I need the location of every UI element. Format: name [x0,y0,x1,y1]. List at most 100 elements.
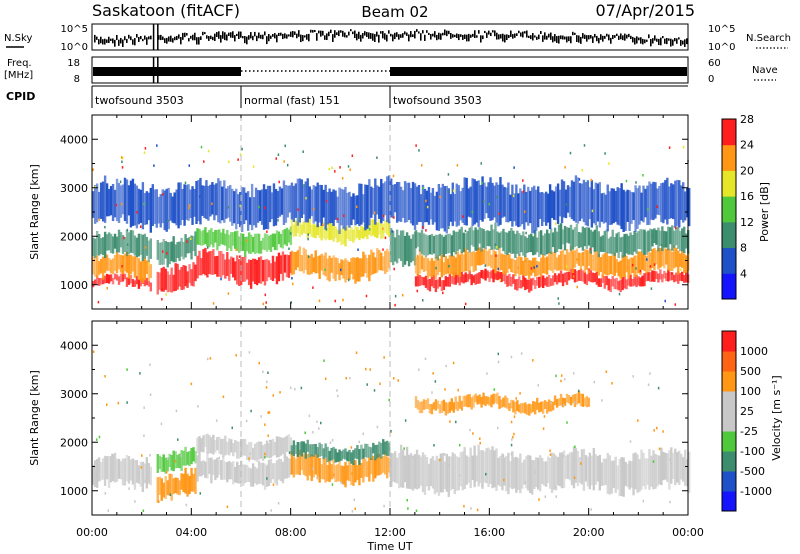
heatmap-cell [372,219,375,236]
heatmap-cell [393,451,397,483]
heatmap-cell [292,456,296,478]
beam-title: Beam 02 [361,3,428,21]
nsky-mark [532,33,534,41]
heatmap-cell [666,453,669,482]
heatmap-point [642,499,645,503]
heatmap-cell [681,271,684,282]
nsky-mark [482,35,484,40]
heatmap-point [569,151,572,155]
heatmap-point [560,379,562,383]
heatmap-cell [264,189,268,230]
heatmap-point [149,453,151,457]
nsky-mark [518,30,520,34]
heatmap-point [656,205,658,208]
nsky-mark [646,39,648,42]
heatmap-point [495,254,497,257]
heatmap-cell [220,251,223,278]
heatmap-point [212,435,214,439]
heatmap-cell [520,257,523,275]
heatmap-cell [441,452,445,493]
heatmap-cell [346,260,349,280]
nsky-trace [94,24,688,50]
colorbar-swatch [722,471,736,492]
y-tick-label: 1000 [60,485,88,498]
heatmap-cell [283,454,287,479]
heatmap-cell [320,444,323,456]
heatmap-cell [226,252,229,276]
nsky-mark [360,34,362,42]
heatmap-cell [448,233,451,254]
heatmap-cell [388,457,391,473]
heatmap-cell [579,253,583,271]
heatmap-cell [399,230,403,261]
heatmap-point [262,370,264,374]
heatmap-point [632,375,634,378]
heatmap-cell [526,237,529,253]
heatmap-cell [463,447,466,490]
heatmap-cell [628,460,631,490]
heatmap-cell [516,400,519,412]
nsky-mark [294,31,296,35]
heatmap-cell [502,228,505,252]
heatmap-cell [510,258,513,273]
heatmap-cell [350,464,353,486]
heatmap-cell [212,434,215,455]
heatmap-cell [119,461,123,480]
heatmap-cell [511,184,514,227]
heatmap-cell [462,254,465,273]
heatmap-point [662,430,664,433]
heatmap-cell [101,181,105,222]
heatmap-cell [464,248,467,272]
heatmap-cell [671,225,674,251]
heatmap-point [431,391,433,394]
heatmap-cell [472,230,475,247]
heatmap-cell [257,441,261,460]
heatmap-cell [236,441,239,459]
heatmap-cell [378,186,381,219]
heatmap-cell [474,227,477,251]
heatmap-cell [273,261,277,279]
heatmap-cell [289,226,293,246]
heatmap-cell [212,231,215,248]
heatmap-cell [407,182,411,220]
heatmap-cell [220,438,223,455]
heatmap-cell [621,255,624,277]
heatmap-cell [617,231,620,259]
nsky-mark [658,38,660,46]
heatmap-point [167,219,169,223]
heatmap-cell [194,467,197,494]
heatmap-cell [99,258,103,274]
heatmap-cell [169,192,172,221]
heatmap-cell [465,455,468,485]
heatmap-cell [194,264,197,282]
heatmap-cell [575,393,579,405]
heatmap-cell [539,275,543,287]
heatmap-cell [334,448,337,463]
heatmap-cell [241,256,245,282]
heatmap-cell [277,252,281,282]
heatmap-point [148,262,151,266]
heatmap-cell [468,270,471,280]
heatmap-cell [221,186,224,221]
heatmap-cell [171,196,174,223]
heatmap-cell [123,458,127,486]
heatmap-cell [197,179,200,222]
heatmap-cell [190,467,193,492]
heatmap-cell [520,280,523,289]
heatmap-cell [518,276,521,289]
heatmap-cell [524,236,527,258]
nsky-mark [598,37,600,44]
heatmap-cell [424,234,428,257]
colorbar-tick-label: 100 [740,385,761,398]
heatmap-cell [596,183,599,222]
heatmap-cell [318,184,321,223]
heatmap-cell [586,180,590,227]
heatmap-point [488,202,491,206]
heatmap-point [481,484,483,487]
heatmap-cell [290,450,294,475]
heatmap-cell [596,456,599,482]
date-title: 07/Apr/2015 [595,1,695,20]
heatmap-cell [421,452,425,493]
heatmap-cell [479,184,482,221]
heatmap-point [258,205,260,209]
